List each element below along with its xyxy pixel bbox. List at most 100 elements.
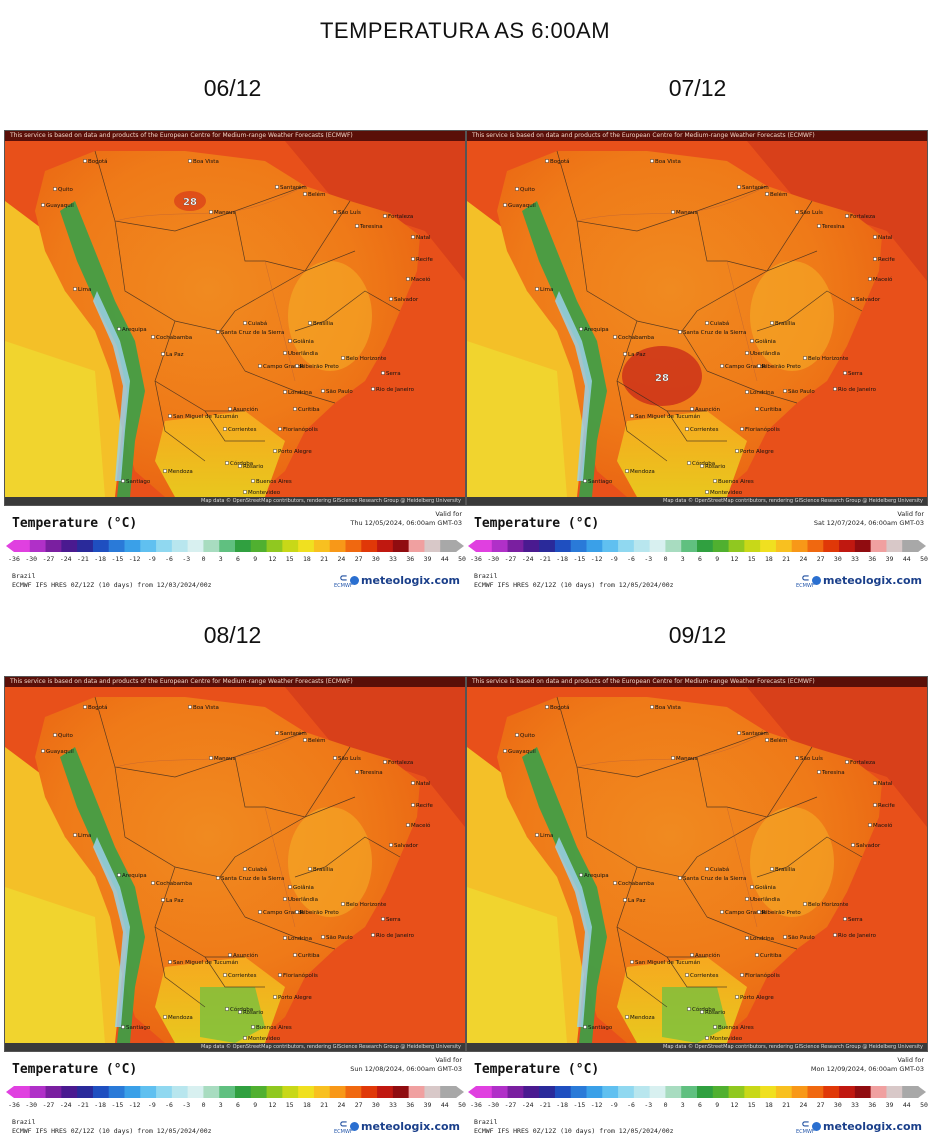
city-name: Serra [848, 371, 863, 377]
city-marker: Natal [411, 781, 431, 787]
colorbar-tick: -9 [609, 1101, 618, 1109]
city-name: Porto Alegre [740, 995, 774, 1001]
meteologix-logo[interactable]: meteologix.com [812, 1120, 922, 1133]
colorbar-tick: 27 [816, 1101, 825, 1109]
map-attribution-footer: Map data © OpenStreetMap contributors, r… [5, 1043, 465, 1051]
city-name: Belo Horizonte [808, 356, 849, 362]
city-name: Quito [58, 187, 73, 193]
colorbar-tick: 21 [782, 555, 791, 563]
colorbar-tick: 12 [730, 555, 739, 563]
colorbar-segment [266, 540, 283, 552]
city-name: Boa Vista [193, 159, 219, 165]
city-marker: Uberlândia [745, 350, 780, 357]
valid-for-label: Valid for [897, 510, 924, 518]
city-name: Cochabamba [156, 335, 192, 341]
city-marker: Goiânia [288, 884, 314, 891]
colorbar-tick: -3 [644, 555, 653, 563]
colorbar-tick: 24 [799, 555, 808, 563]
city-name: Buenos Aires [718, 479, 754, 485]
colorbar-tick: -30 [487, 1101, 500, 1109]
colorbar-segment [681, 1086, 698, 1098]
city-name: Uberlândia [750, 896, 780, 903]
city-marker: São Luís [795, 209, 823, 216]
city-name: Lima [540, 833, 553, 839]
city-marker: Córdoba [225, 1006, 253, 1013]
colorbar-tick: 9 [715, 1101, 720, 1109]
ecmwf-logo-icon: ⊂ [339, 573, 348, 584]
city-name: Teresina [359, 224, 383, 230]
city-marker: Quito [515, 733, 535, 739]
city-name: Asunción [233, 406, 259, 413]
colorbar-segment [712, 1086, 730, 1098]
city-marker: São Luís [795, 755, 823, 762]
colorbar-tick: -9 [147, 1101, 156, 1109]
city-name: Uberlândia [288, 350, 318, 357]
colorbar-tick: 0 [663, 555, 668, 563]
colorbar-segment [791, 1086, 808, 1098]
city-marker: Bogotá [83, 158, 108, 165]
colorbar-segment [140, 540, 157, 552]
colorbar-tick: 27 [354, 555, 363, 563]
colorbar-tick: -15 [573, 555, 586, 563]
colorbar-tick: 21 [320, 1101, 329, 1109]
city-marker: Recife [873, 257, 895, 263]
colorbar-arrow-right [456, 540, 464, 552]
andes-cold [60, 201, 145, 497]
city-name: Ribeirão Preto [762, 910, 801, 916]
city-name: Asunción [695, 952, 721, 959]
colorbar-tick: -12 [590, 1101, 603, 1109]
city-marker: Guayaquil [503, 203, 536, 209]
colorbar-tick: 50 [458, 555, 466, 563]
city-marker: Teresina [355, 224, 383, 230]
city-name: Recife [416, 803, 433, 809]
temperature-map-svg: Quito Guayaquil Bogotá Boa Vista Manaus Santa… [467, 687, 927, 1043]
city-marker: Recife [411, 803, 433, 809]
colorbar-tick: 15 [747, 1101, 756, 1109]
colorbar-tick: 21 [320, 555, 329, 563]
city-name: Florianópolis [283, 972, 318, 979]
city-name: Recife [416, 257, 433, 263]
page-title: TEMPERATURA AS 6:00AM [319, 18, 611, 43]
meteologix-logo[interactable]: meteologix.com [350, 1120, 460, 1133]
colorbar-segment [491, 1086, 509, 1098]
hotspot-area [174, 191, 206, 211]
ecmwf-logo-text: ECMWF [334, 1129, 353, 1135]
city-marker: Santarém [737, 184, 769, 191]
meteologix-logo[interactable]: meteologix.com [350, 574, 460, 587]
city-marker: Santarém [275, 184, 307, 191]
city-marker: Serra [843, 917, 863, 923]
colorbar-tick: -36 [8, 555, 20, 563]
city-marker: Belo Horizonte [341, 902, 387, 908]
colorbar-tick: 44 [440, 555, 449, 563]
city-name: Porto Alegre [278, 995, 312, 1001]
city-marker: Buenos Aires [713, 1025, 754, 1031]
colorbar-segment [760, 1086, 777, 1098]
meteologix-logo[interactable]: meteologix.com [812, 574, 922, 587]
city-marker: Santarém [275, 730, 307, 737]
city-name: Curitiba [760, 953, 782, 959]
city-name: Belo Horizonte [808, 902, 849, 908]
city-marker: São Luís [333, 755, 361, 762]
city-marker: Boa Vista [650, 159, 681, 165]
city-marker: Cochabamba [613, 881, 654, 887]
colorbar-tick: 6 [698, 1101, 702, 1109]
colorbar-tick: 0 [201, 555, 206, 563]
city-marker: Cuiabá [243, 320, 267, 327]
colorbar-tick: -30 [25, 1101, 38, 1109]
colorbar-segment [408, 540, 425, 552]
city-name: Brasília [313, 866, 333, 873]
colorbar-tick: -9 [147, 555, 156, 563]
city-marker: Corrientes [223, 973, 257, 979]
city-marker: Manaus [209, 210, 235, 216]
city-marker: San Miguel de Tucumán [168, 959, 239, 966]
colorbar-segment [392, 540, 410, 552]
city-name: Arequipa [122, 327, 147, 333]
colorbar-segment [523, 540, 540, 552]
meteologix-text: meteologix.com [361, 574, 460, 587]
colorbar-segment [618, 540, 635, 552]
city-name: Salvador [394, 843, 419, 849]
colorbar-segment [77, 540, 94, 552]
colorbar-tick: 15 [285, 1101, 294, 1109]
city-name: Teresina [821, 770, 845, 776]
legend-title: Temperature (°C) [474, 516, 600, 531]
